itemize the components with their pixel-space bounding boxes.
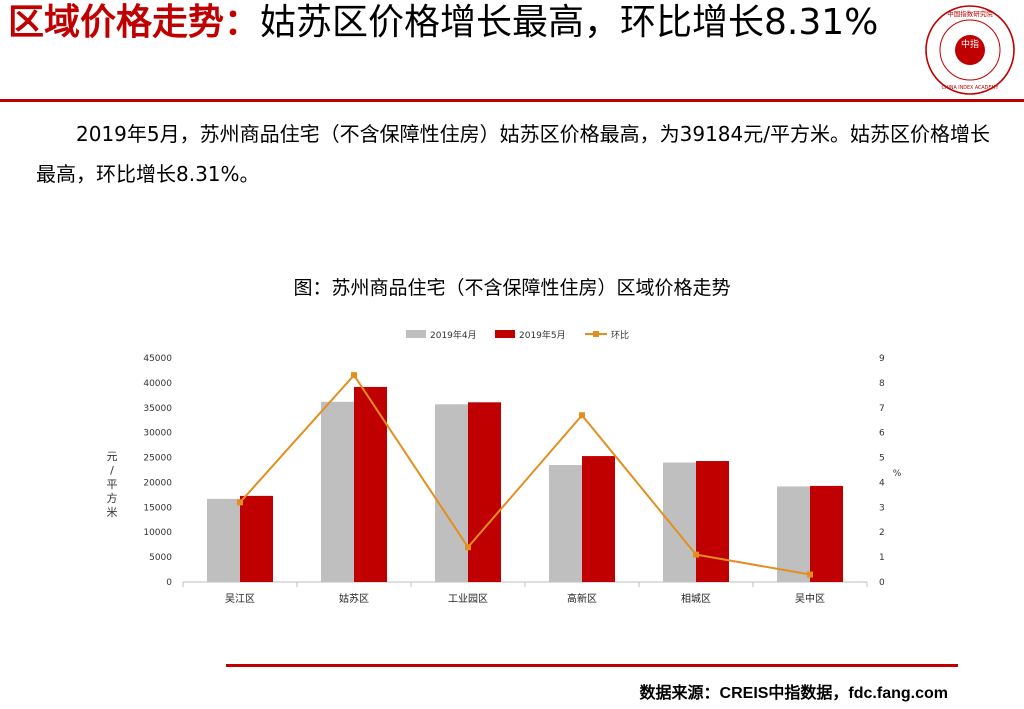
slide-title: 区域价格走势：姑苏区价格增长最高，环比增长8.31% (8, 2, 908, 44)
y-label-char: 元 (107, 450, 118, 463)
title-headline: 姑苏区价格增长最高，环比增长8.31% (260, 2, 879, 43)
y2-tick-label: 4 (879, 478, 885, 488)
bar-may (696, 461, 729, 582)
x-tick-label: 姑苏区 (339, 592, 369, 605)
x-tick-label: 高新区 (567, 592, 597, 605)
bar-apr (663, 462, 696, 582)
y-label-char: 米 (107, 506, 118, 519)
mom-marker (693, 551, 699, 558)
chart-caption: 图：苏州商品住宅（不含保障性住房）区域价格走势 (293, 277, 731, 299)
bar-may (354, 386, 387, 582)
legend-label: 环比 (611, 329, 629, 341)
y-tick-label: 45000 (143, 354, 172, 364)
y2-tick-label: 1 (879, 553, 885, 563)
footer-divider (226, 664, 958, 667)
mom-marker (807, 571, 813, 578)
y-axis-ticks: 0 5000 10000 15000 20000 25000 30000 35000 40000… (143, 354, 172, 588)
bar-may (582, 456, 615, 582)
mom-change-line (239, 373, 811, 576)
bar-apr (435, 404, 468, 582)
y-tick-label: 20000 (143, 478, 172, 488)
legend-label: 2019年4月 (430, 329, 477, 341)
summary-paragraph: 2019年5月，苏州商品住宅（不含保障性住房）姑苏区价格最高，为39184元/平… (36, 122, 990, 186)
bar-series (207, 386, 843, 582)
x-tick-label: 吴江区 (225, 593, 255, 605)
y2-tick-label: 0 (879, 578, 885, 588)
seal-top-text: 中国指数研究院 (947, 9, 993, 18)
legend-swatch (406, 330, 426, 338)
price-trend-chart: 2019年4月 2019年5月 环比 元/平方米 % 0 5000 10000 15000… (107, 329, 902, 605)
y-label-char: 方 (107, 491, 118, 505)
y-label-char: / (110, 464, 114, 477)
y2-tick-label: 8 (879, 379, 885, 389)
mom-marker (465, 544, 471, 551)
title-topic: 区域价格走势： (8, 2, 261, 43)
mom-marker (237, 499, 243, 506)
bar-apr (207, 498, 240, 582)
y2-tick-label: 6 (879, 429, 885, 439)
bar-apr (777, 486, 810, 582)
mom-markers (237, 372, 813, 578)
mom-marker (579, 412, 585, 419)
bar-may (240, 495, 273, 582)
legend-label: 2019年5月 (519, 329, 566, 341)
x-tick-label: 吴中区 (795, 592, 825, 605)
seal-bottom-text: CHINA INDEX ACADEMY (942, 85, 999, 91)
y2-axis-ticks: 0 1 2 3 4 5 6 7 8 9 (879, 354, 885, 588)
x-tick-label: 工业园区 (448, 593, 488, 605)
y2-tick-label: 5 (879, 454, 885, 464)
bar-may (810, 485, 843, 582)
y-tick-label: 25000 (143, 454, 172, 464)
y-tick-label: 10000 (143, 528, 172, 538)
y-tick-label: 40000 (143, 379, 172, 389)
legend-marker (593, 331, 599, 337)
y-tick-label: 5000 (149, 553, 172, 563)
chart-legend: 2019年4月 2019年5月 环比 (406, 329, 629, 341)
y-tick-label: 30000 (143, 429, 172, 439)
y-label-char: 平 (107, 478, 118, 491)
y2-tick-label: 9 (879, 354, 885, 364)
x-axis-ticks: 吴江区 姑苏区 工业园区 高新区 相城区 吴中区 (182, 582, 868, 605)
y-tick-label: 0 (166, 578, 172, 588)
y-axis-label: 元/平方米 (107, 450, 118, 519)
y2-tick-label: 2 (879, 528, 885, 538)
title-divider (0, 99, 1024, 102)
bar-apr (321, 401, 354, 582)
legend-swatch (495, 330, 515, 338)
y-tick-label: 15000 (143, 503, 172, 513)
y2-axis-label: % (893, 469, 902, 479)
data-source: 数据来源：CREIS中指数据，fdc.fang.com (639, 685, 948, 702)
y2-tick-label: 7 (879, 404, 885, 414)
seal-center-text: 中指 (961, 38, 979, 50)
x-tick-label: 相城区 (681, 592, 711, 605)
y-tick-label: 35000 (143, 404, 172, 414)
bar-may (468, 402, 501, 582)
y2-tick-label: 3 (879, 503, 885, 513)
china-index-academy-seal-icon: 中指 中国指数研究院 CHINA INDEX ACADEMY (925, 5, 1015, 95)
bar-apr (549, 465, 582, 582)
mom-marker (351, 372, 357, 379)
